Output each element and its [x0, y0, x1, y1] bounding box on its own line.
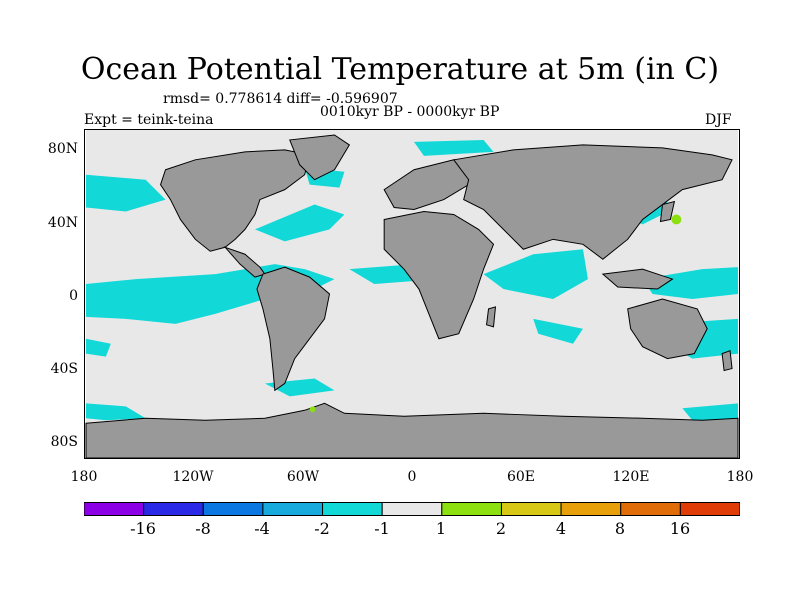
colorbar	[84, 502, 740, 516]
anomaly-arctic-patch	[413, 139, 494, 156]
x-tick-label: 180	[70, 469, 98, 485]
y-tick-label: 80N	[47, 141, 78, 157]
land-japan	[659, 200, 676, 223]
x-tick-label: 120W	[172, 469, 214, 485]
x-tick-label: 120E	[612, 469, 650, 485]
land-north-america	[159, 149, 311, 252]
y-tick-label: 40N	[47, 215, 78, 231]
colorbar-tick-label: -1	[374, 519, 390, 538]
anomaly-gulf-stream	[254, 204, 345, 242]
anomaly-indian-south	[533, 318, 583, 344]
y-tick-label: 80S	[50, 434, 78, 450]
y-tick-label: 0	[69, 288, 78, 304]
land-maritime-se-asia	[601, 268, 674, 290]
land-masses	[85, 134, 739, 458]
colorbar-box	[84, 502, 145, 516]
colorbar-tick-label: 2	[495, 519, 507, 538]
colorbar-tick-label: -4	[254, 519, 270, 538]
colorbar-box	[560, 502, 622, 516]
x-tick-label: 60W	[286, 469, 320, 485]
colorbar-box	[679, 502, 740, 516]
anomaly-north-pacific	[85, 174, 166, 212]
land-australia	[627, 298, 708, 360]
experiment-label: Expt = teink-teina	[84, 112, 214, 128]
colorbar-tick-label: 4	[555, 519, 567, 538]
colorbar-tick-label: -8	[195, 519, 211, 538]
colorbar-box	[381, 502, 443, 516]
colorbar-box	[500, 502, 562, 516]
chart-title: Ocean Potential Temperature at 5m (in C)	[80, 52, 720, 87]
land-antarctica	[85, 402, 739, 458]
x-tick-label: 60E	[506, 469, 536, 485]
stats-label: rmsd= 0.778614 diff= -0.596907	[163, 91, 398, 107]
anomaly-indian	[483, 249, 588, 299]
colorbar-box	[262, 502, 324, 516]
colorbar-tick-label: -2	[314, 519, 330, 538]
anomaly-southern-ocean-east	[682, 403, 739, 421]
land-south-america	[256, 266, 331, 392]
anomaly-pacific-south	[85, 338, 111, 357]
world-map	[85, 130, 739, 458]
colorbar-tick-label: 8	[614, 519, 626, 538]
anomaly-southern-ocean-west	[85, 403, 146, 421]
map-frame	[84, 129, 740, 459]
colorbar-box	[441, 502, 502, 516]
colorbar-box	[322, 502, 383, 516]
land-africa	[383, 211, 495, 340]
season-label: DJF	[705, 112, 732, 128]
colorbar-tick-label: 1	[435, 519, 447, 538]
period-label: 0010kyr BP - 0000kyr BP	[320, 104, 500, 120]
warm-anomaly-japan	[671, 214, 682, 225]
colorbar-tick-label: 16	[669, 519, 691, 538]
land-madagascar	[485, 306, 497, 328]
x-tick-label: 0	[407, 469, 417, 485]
land-new-zealand	[721, 349, 733, 372]
colorbar-tick-label: -16	[130, 519, 156, 538]
x-tick-label: 180	[726, 469, 754, 485]
colorbar-box	[202, 502, 264, 516]
land-asia	[452, 144, 733, 260]
colorbar-box	[620, 502, 681, 516]
colorbar-box	[143, 502, 204, 516]
land-greenland	[289, 134, 351, 181]
y-tick-label: 40S	[50, 361, 78, 377]
warm-anomaly-peninsula	[309, 406, 316, 413]
